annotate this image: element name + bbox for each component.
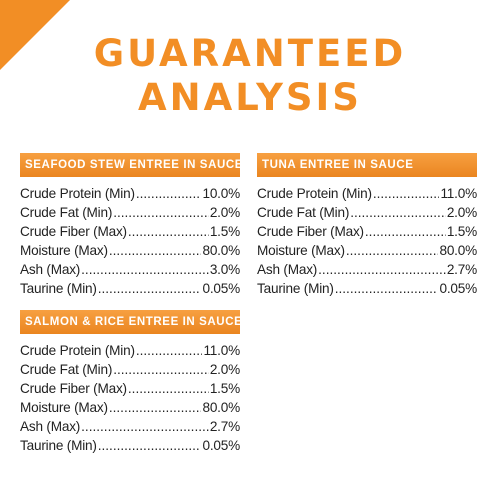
analysis-row: Ash (Max) 2.7% [20,419,240,438]
analysis-row: Crude Protein (Min) 11.0% [20,343,240,362]
nutrient-value: 11.0% [440,186,477,201]
nutrient-label: Crude Fat (Min) [20,205,113,220]
nutrient-value: 11.0% [203,343,240,358]
nutrient-value: 1.5% [209,381,240,396]
nutrient-label: Taurine (Min) [20,438,97,453]
nutrient-label: Crude Protein (Min) [20,186,135,201]
analysis-row: Crude Fiber (Max) 1.5% [20,381,240,400]
dot-leader [346,243,439,258]
dot-leader [128,381,209,396]
analysis-row: Taurine (Min) 0.05% [20,438,240,457]
dot-leader [335,281,439,296]
nutrient-label: Ash (Max) [20,419,81,434]
nutrient-label: Crude Fiber (Max) [257,224,364,239]
nutrient-value: 2.0% [446,205,477,220]
nutrient-label: Taurine (Min) [20,281,97,296]
panel-salmon-rice: SALMON & RICE ENTREE IN SAUCE Crude Prot… [20,310,240,457]
nutrient-label: Crude Fat (Min) [20,362,113,377]
analysis-row: Ash (Max) 3.0% [20,262,240,281]
analysis-row: Crude Fat (Min) 2.0% [20,205,240,224]
dot-leader [81,262,209,277]
dot-leader [109,243,202,258]
nutrient-value: 80.0% [202,400,240,415]
analysis-list: Crude Protein (Min) 10.0% Crude Fat (Min)… [20,177,240,300]
dot-leader [98,281,202,296]
nutrient-value: 1.5% [209,224,240,239]
nutrient-value: 1.5% [446,224,477,239]
nutrient-value: 2.7% [209,419,240,434]
nutrient-label: Moisture (Max) [257,243,345,258]
analysis-list: Crude Protein (Min) 11.0% Crude Fat (Min)… [20,334,240,457]
nutrient-value: 80.0% [439,243,477,258]
nutrient-label: Moisture (Max) [20,400,108,415]
panel-seafood-stew: SEAFOOD STEW ENTREE IN SAUCE Crude Prote… [20,153,240,300]
dot-leader [128,224,209,239]
dot-leader [136,186,202,201]
nutrient-value: 0.05% [202,438,240,453]
nutrient-label: Crude Fat (Min) [257,205,350,220]
analysis-row: Crude Fat (Min) 2.0% [20,362,240,381]
nutrient-value: 3.0% [209,262,240,277]
analysis-row: Moisture (Max) 80.0% [20,243,240,262]
analysis-row: Moisture (Max) 80.0% [20,400,240,419]
dot-leader [373,186,440,201]
nutrient-label: Crude Fiber (Max) [20,381,127,396]
nutrient-label: Taurine (Min) [257,281,334,296]
nutrient-label: Ash (Max) [257,262,318,277]
nutrient-value: 80.0% [202,243,240,258]
dot-leader [318,262,446,277]
nutrient-value: 2.0% [209,362,240,377]
nutrient-value: 0.05% [439,281,477,296]
nutrient-value: 0.05% [202,281,240,296]
panel-heading: SALMON & RICE ENTREE IN SAUCE [20,310,240,334]
dot-leader [365,224,446,239]
corner-accent [0,0,70,70]
analysis-row: Taurine (Min) 0.05% [257,281,477,300]
analysis-row: Crude Protein (Min) 11.0% [257,186,477,205]
dot-leader [81,419,209,434]
analysis-row: Crude Fiber (Max) 1.5% [20,224,240,243]
panel-heading: TUNA ENTREE IN SAUCE [257,153,477,177]
dot-leader [98,438,202,453]
analysis-row: Crude Fat (Min) 2.0% [257,205,477,224]
analysis-row: Crude Protein (Min) 10.0% [20,186,240,205]
nutrient-label: Crude Protein (Min) [20,343,135,358]
dot-leader [113,205,209,220]
nutrient-value: 2.0% [209,205,240,220]
dot-leader [109,400,202,415]
analysis-row: Ash (Max) 2.7% [257,262,477,281]
analysis-list: Crude Protein (Min) 11.0% Crude Fat (Min)… [257,177,477,300]
nutrient-value: 2.7% [446,262,477,277]
nutrient-label: Ash (Max) [20,262,81,277]
page-title-line-1: GUARANTEED [93,32,407,75]
page-title-line-2: ANALYSIS [138,76,362,119]
nutrient-label: Crude Protein (Min) [257,186,372,201]
nutrient-value: 10.0% [202,186,240,201]
analysis-row: Crude Fiber (Max) 1.5% [257,224,477,243]
panel-heading: SEAFOOD STEW ENTREE IN SAUCE [20,153,240,177]
dot-leader [136,343,203,358]
analysis-row: Moisture (Max) 80.0% [257,243,477,262]
nutrient-label: Moisture (Max) [20,243,108,258]
analysis-row: Taurine (Min) 0.05% [20,281,240,300]
dot-leader [350,205,446,220]
panel-tuna: TUNA ENTREE IN SAUCE Crude Protein (Min)… [257,153,477,300]
nutrient-label: Crude Fiber (Max) [20,224,127,239]
dot-leader [113,362,209,377]
